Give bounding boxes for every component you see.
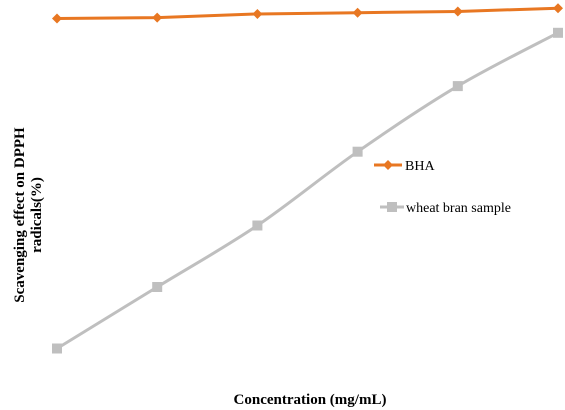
legend-bha-marker — [383, 160, 393, 170]
data-point-bha-4 — [352, 7, 363, 18]
y-axis-title-line-1: Scavenging effect on DPPH — [12, 127, 28, 303]
y-axis-title-line-2: radicals(%) — [29, 177, 45, 253]
series-line-bha — [56, 6, 559, 20]
series-line-wheat-bran — [56, 31, 559, 350]
legend-item-bha: BHA — [374, 159, 435, 174]
legend: BHA wheat bran sample — [374, 159, 511, 216]
legend-wheat-bran-label: wheat bran sample — [406, 201, 511, 216]
data-point-bha-2 — [152, 12, 163, 23]
data-point-wheat-bran-1 — [52, 343, 62, 354]
data-point-wheat-bran-2 — [152, 282, 163, 292]
data-point-wheat-bran-6 — [553, 27, 563, 38]
data-point-bha-1 — [52, 13, 62, 24]
legend-wheat-bran-marker — [387, 202, 397, 212]
x-axis-title: Concentration (mg/mL) — [234, 392, 387, 408]
data-point-bha-5 — [452, 6, 463, 17]
data-point-bha-6 — [553, 3, 563, 14]
y-axis-title: Scavenging effect on DPPH radicals(%) — [12, 127, 45, 303]
data-point-wheat-bran-3 — [252, 220, 263, 231]
plot-area — [52, 3, 563, 354]
data-point-bha-3 — [252, 8, 263, 19]
data-point-wheat-bran-4 — [352, 146, 363, 157]
legend-bha-label: BHA — [405, 159, 435, 174]
data-point-wheat-bran-5 — [452, 81, 463, 92]
legend-item-wheat-bran: wheat bran sample — [380, 201, 511, 216]
